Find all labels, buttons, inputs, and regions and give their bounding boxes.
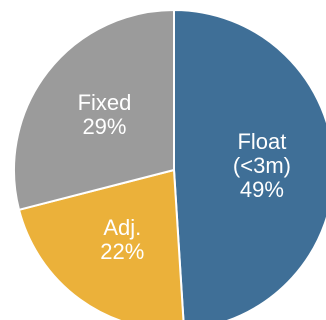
slice-value-label: 49%: [240, 177, 284, 202]
slice-category-label: Float: [237, 129, 286, 154]
pie-slice-0: [173, 8, 326, 320]
pie-slice-label-0: Float(<3m)49%: [233, 129, 291, 202]
slice-value-label: 22%: [100, 239, 144, 264]
slice-category-label: (<3m): [233, 153, 291, 178]
pie-slice-2: [13, 8, 175, 212]
pie-slice-1: [17, 168, 185, 320]
slice-category-label: Fixed: [78, 90, 132, 115]
slice-category-label: Adj.: [103, 215, 141, 240]
slice-value-label: 29%: [82, 114, 126, 139]
pie-slice-label-1: Adj.22%: [100, 215, 144, 264]
